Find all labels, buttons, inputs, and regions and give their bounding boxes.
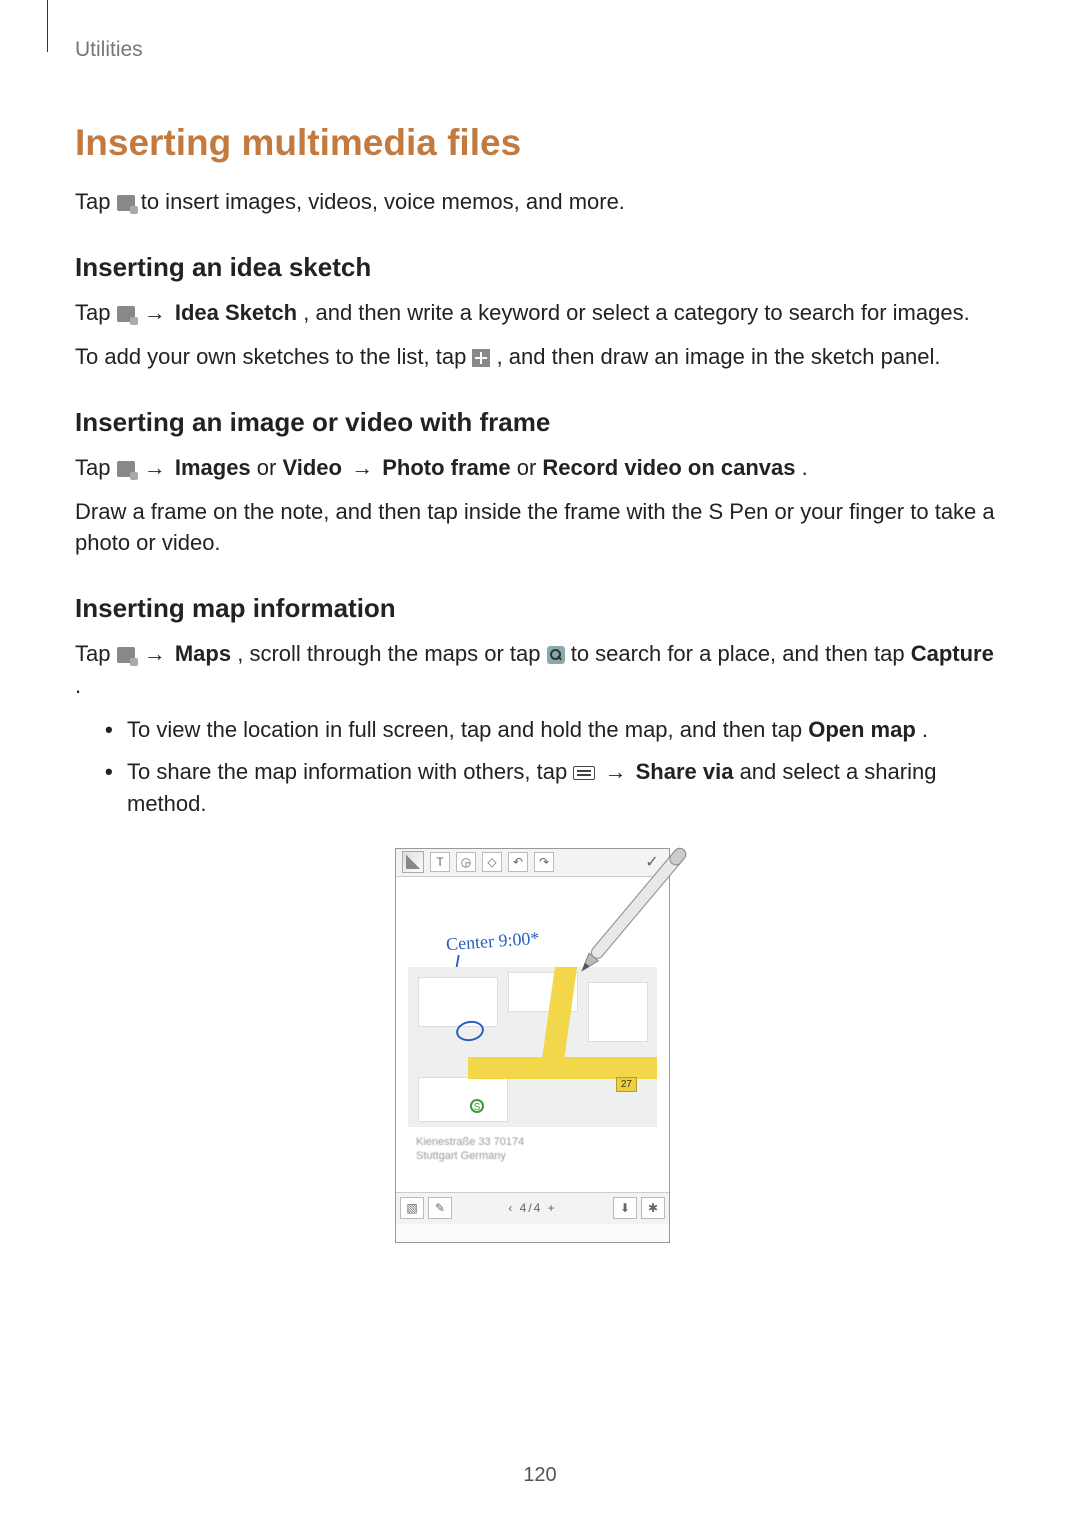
intro-post: to insert images, videos, voice memos, a…: [141, 189, 625, 214]
eraser-icon: ◶: [456, 852, 476, 872]
arrow: →: [348, 452, 376, 484]
settings-gear-icon: ✱: [641, 1197, 665, 1219]
arrow: →: [141, 297, 169, 329]
plus-icon: [472, 349, 490, 367]
period: .: [802, 455, 808, 480]
arrow: →: [601, 756, 629, 788]
handwriting-text: Center 9:00*: [445, 928, 540, 955]
frame-heading: Inserting an image or video with frame: [75, 407, 1005, 438]
page-number: 120: [0, 1464, 1080, 1487]
address-line1: Kienestraße 33 70174: [416, 1135, 524, 1149]
map-snippet: 27 S: [408, 967, 657, 1127]
idea-l2-post: , and then draw an image in the sketch p…: [497, 344, 941, 369]
edit-icon: ✎: [428, 1197, 452, 1219]
map-block: [418, 1077, 508, 1122]
capture-label: Capture: [911, 641, 994, 666]
idea-l1-pre: Tap: [75, 300, 117, 325]
done-check-icon: ✓: [641, 852, 663, 872]
route-badge: 27: [616, 1077, 637, 1092]
arrow: →: [141, 638, 169, 670]
redo-icon: ↷: [534, 852, 554, 872]
photo-frame-label: Photo frame: [382, 455, 510, 480]
bullet1-pre: To view the location in full screen, tap…: [127, 717, 808, 742]
map-l1-mid2: to search for a place, and then tap: [571, 641, 911, 666]
shape-icon: ◇: [482, 852, 502, 872]
frame-line2: Draw a frame on the note, and then tap i…: [75, 496, 1005, 560]
note-toolbar: T ◶ ◇ ↶ ↷ ✓: [396, 849, 669, 877]
frame-line1: Tap → Images or Video → Photo frame or R…: [75, 452, 1005, 484]
map-l1-mid1: , scroll through the maps or tap: [237, 641, 546, 666]
maps-label: Maps: [175, 641, 231, 666]
idea-l1-post: , and then write a keyword or select a c…: [303, 300, 969, 325]
pen-icon: [402, 851, 424, 873]
share-via-label: Share via: [636, 759, 734, 784]
menu-icon: [573, 766, 595, 780]
period: .: [75, 673, 81, 698]
insert-media-icon: ▧: [400, 1197, 424, 1219]
phone-illustration: T ◶ ◇ ↶ ↷ ✓ Center 9:00*: [395, 848, 685, 1243]
bullet2-pre: To share the map information with others…: [127, 759, 573, 784]
video-label: Video: [282, 455, 342, 480]
map-address: Kienestraße 33 70174 Stuttgart Germany: [416, 1135, 524, 1164]
or-text: or: [257, 455, 283, 480]
insert-icon: [117, 461, 135, 477]
map-block: [418, 977, 498, 1027]
insert-icon: [117, 306, 135, 322]
note-bottombar: ▧ ✎ ‹ 4/4 + ⬇ ✱: [396, 1192, 669, 1224]
download-icon: ⬇: [613, 1197, 637, 1219]
undo-icon: ↶: [508, 852, 528, 872]
map-block: [588, 982, 648, 1042]
address-line2: Stuttgart Germany: [416, 1149, 524, 1163]
or-text: or: [517, 455, 543, 480]
arrow: →: [141, 452, 169, 484]
insert-icon: [117, 195, 135, 211]
page: Utilities Inserting multimedia files Tap…: [0, 0, 1080, 1527]
search-icon: [547, 646, 565, 664]
insert-icon: [117, 647, 135, 663]
map-line1: Tap → Maps , scroll through the maps or …: [75, 638, 1005, 702]
map-road: [468, 1057, 657, 1079]
text-tool-icon: T: [430, 852, 450, 872]
idea-heading: Inserting an idea sketch: [75, 252, 1005, 283]
open-map-label: Open map: [808, 717, 916, 742]
record-video-label: Record video on canvas: [542, 455, 795, 480]
idea-sketch-label: Idea Sketch: [175, 300, 297, 325]
bullet1-post: .: [922, 717, 928, 742]
add-page-icon: +: [548, 1201, 557, 1215]
idea-l2-pre: To add your own sketches to the list, ta…: [75, 344, 472, 369]
intro-paragraph: Tap to insert images, videos, voice memo…: [75, 186, 1005, 218]
map-bullets: To view the location in full screen, tap…: [75, 714, 1005, 820]
prev-icon: ‹: [508, 1201, 514, 1215]
intro-pre: Tap: [75, 189, 117, 214]
station-icon: S: [470, 1099, 484, 1113]
pager: ‹ 4/4 +: [456, 1201, 609, 1215]
pager-text: 4/4: [520, 1201, 543, 1215]
map-l1-pre: Tap: [75, 641, 117, 666]
breadcrumb: Utilities: [75, 38, 1005, 62]
list-item: To view the location in full screen, tap…: [105, 714, 1005, 746]
section-heading: Inserting multimedia files: [75, 122, 1005, 164]
list-item: To share the map information with others…: [105, 756, 1005, 820]
frame-l1-pre: Tap: [75, 455, 117, 480]
note-canvas: Center 9:00* 27 S Kienestraße 33 70174 S…: [396, 877, 669, 1192]
phone-frame: T ◶ ◇ ↶ ↷ ✓ Center 9:00*: [395, 848, 670, 1243]
idea-line2: To add your own sketches to the list, ta…: [75, 341, 1005, 373]
side-rule: [47, 0, 48, 52]
map-heading: Inserting map information: [75, 593, 1005, 624]
idea-line1: Tap → Idea Sketch , and then write a key…: [75, 297, 1005, 329]
images-label: Images: [175, 455, 251, 480]
